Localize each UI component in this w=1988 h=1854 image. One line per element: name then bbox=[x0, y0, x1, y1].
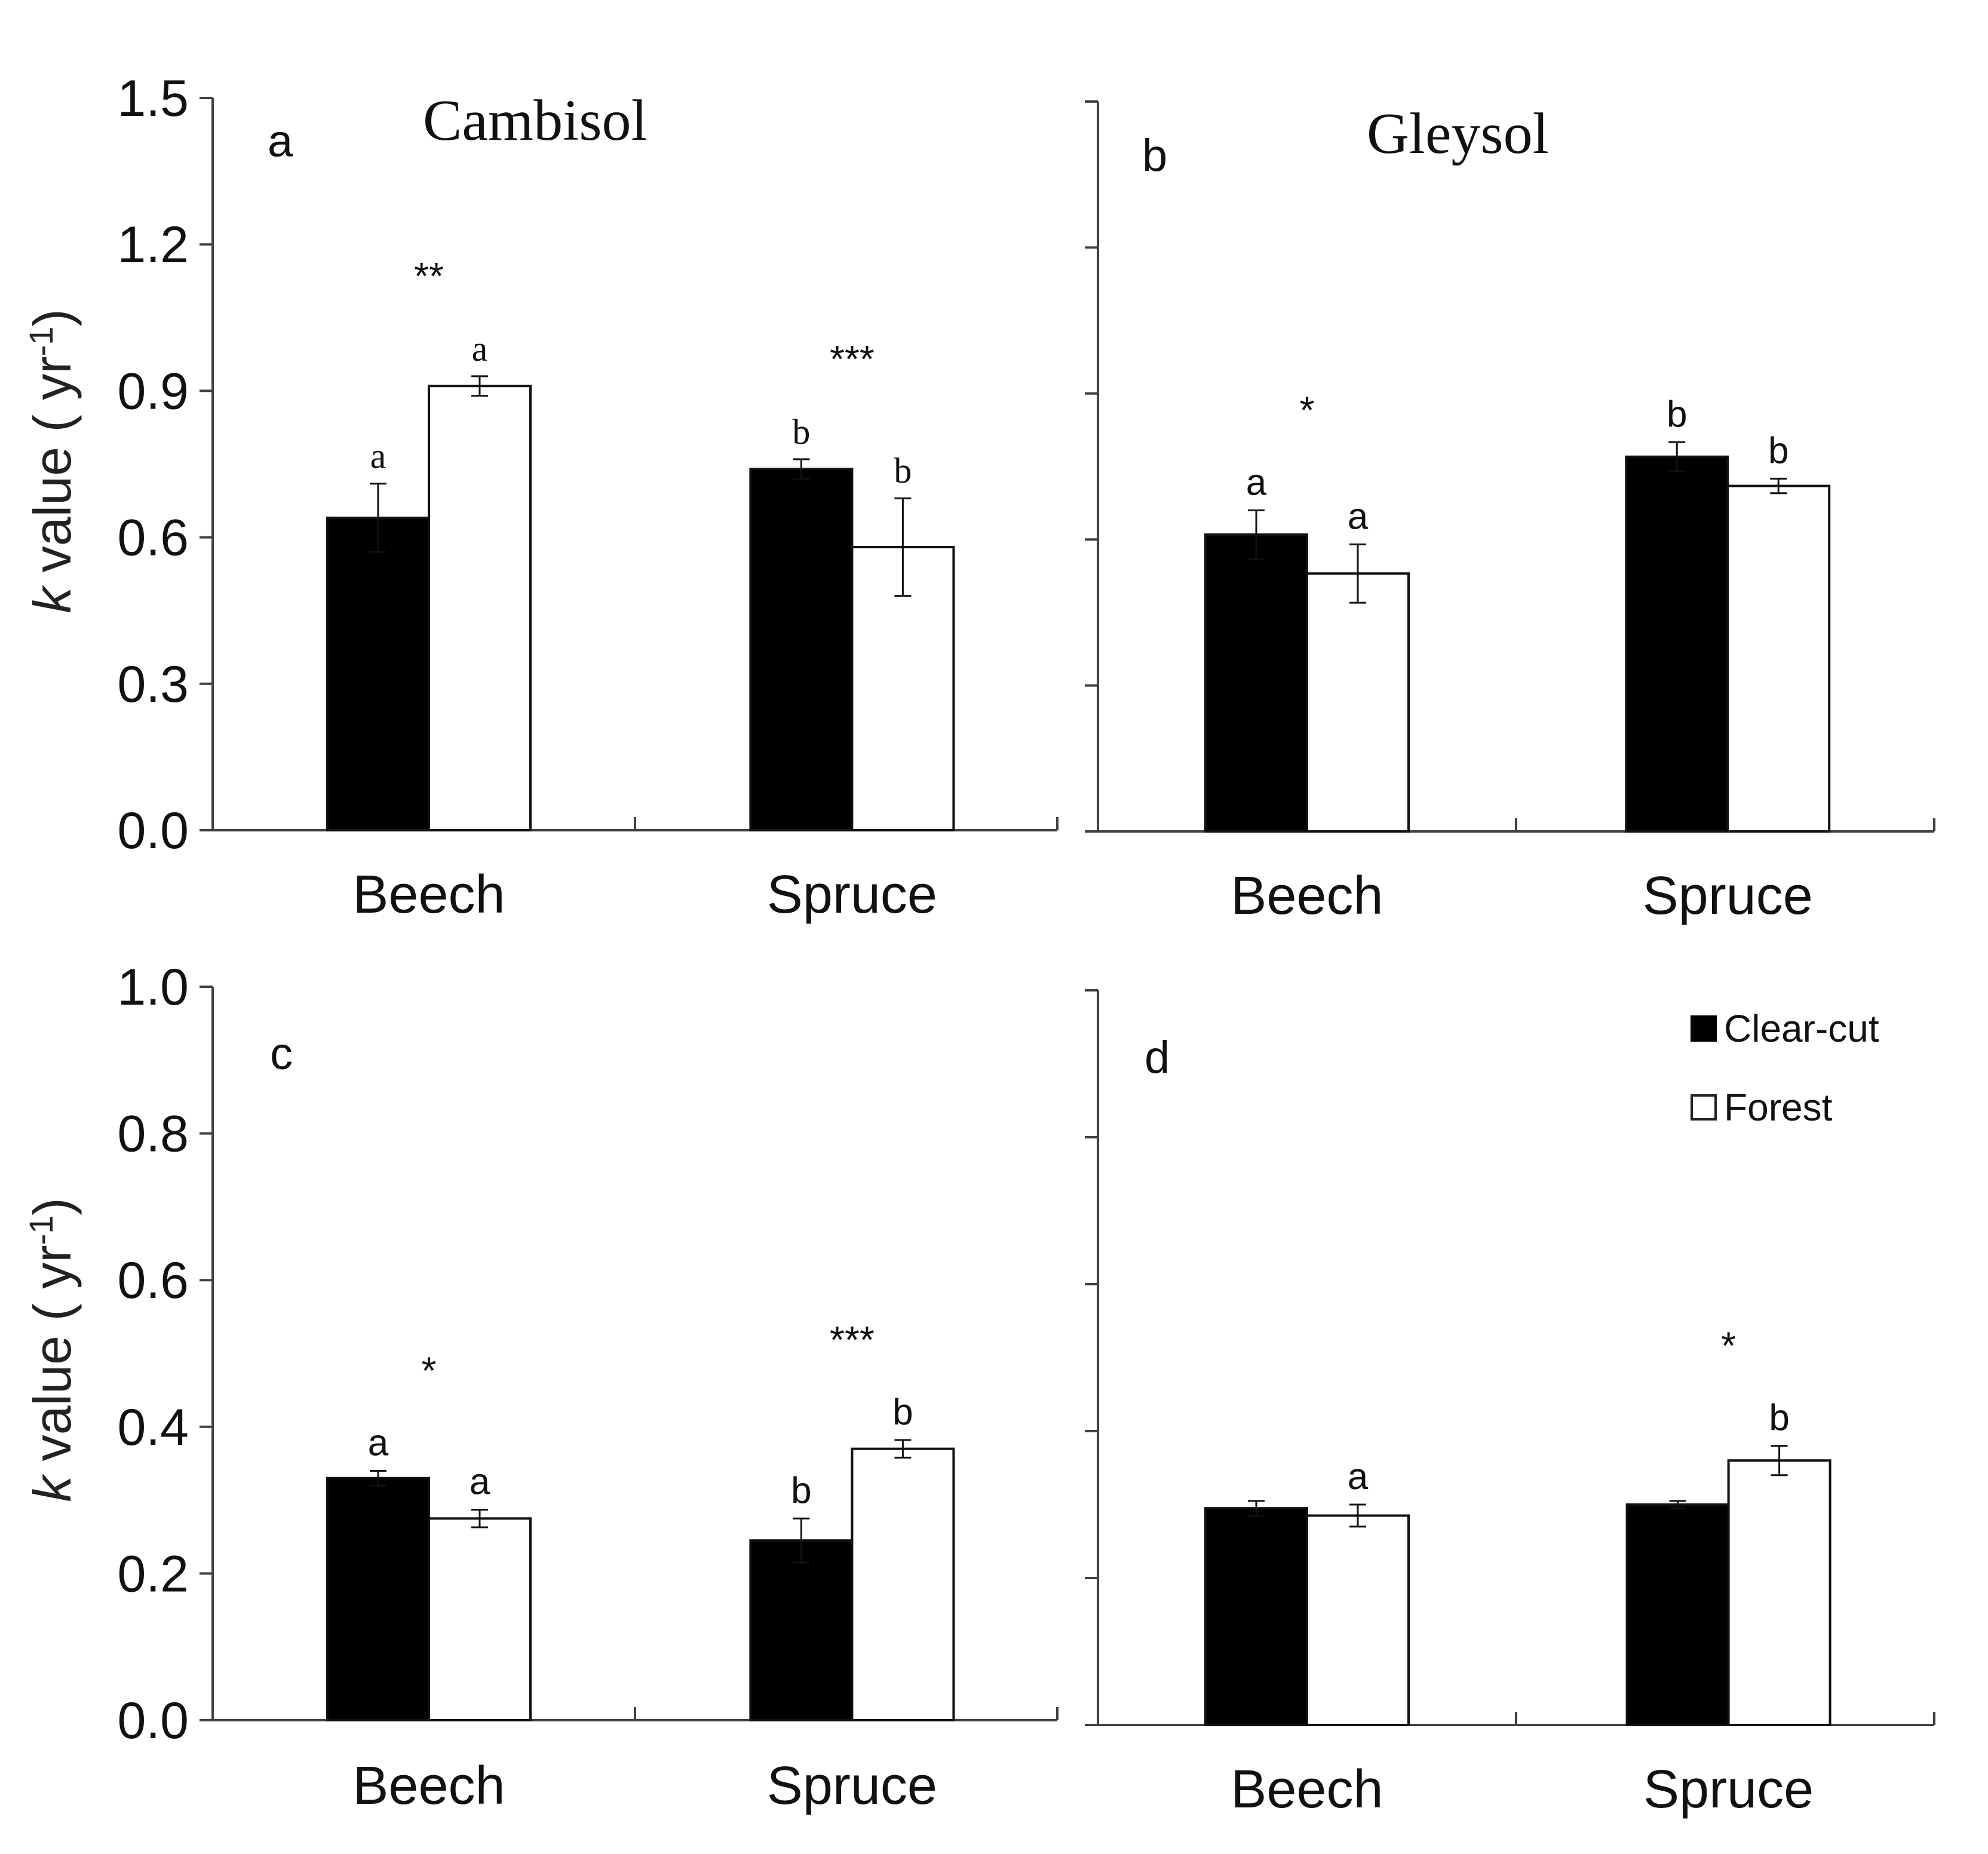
panel-c: k value ( yr-1) c bbox=[22, 1029, 293, 1502]
panel-d-letter: d bbox=[1145, 1032, 1170, 1083]
panel-a-ylabel-sup: -1 bbox=[22, 327, 60, 357]
panel-d-bar-beech-clear-cut bbox=[1204, 1507, 1308, 1726]
panel-d-xtick-label-spruce: Spruce bbox=[1643, 1760, 1814, 1819]
panel-c-ytick-label: 0.8 bbox=[117, 1106, 189, 1163]
panel-a-sig-letter: a bbox=[472, 329, 488, 369]
legend-swatch-clear-cut bbox=[1691, 1015, 1717, 1042]
panel-c-ytick-label: 0.6 bbox=[117, 1252, 189, 1309]
panel-c-bar-spruce-clear-cut bbox=[749, 1539, 854, 1721]
panel-b: b Gleysol bbox=[1142, 102, 1549, 181]
panel-a-bar-beech-clear-cut bbox=[326, 516, 430, 831]
panel-a-ylabel-text: value ( yr bbox=[23, 356, 82, 587]
legend: Clear-cut Forest bbox=[1691, 1007, 1879, 1129]
panel-b-sig-letter: a bbox=[1348, 496, 1369, 537]
panel-a-letter: a bbox=[268, 116, 293, 167]
panel-a-significance-spruce: *** bbox=[830, 337, 875, 380]
panel-c-sig-letter: b bbox=[892, 1392, 913, 1433]
panel-b-xtick-label-spruce: Spruce bbox=[1643, 866, 1813, 926]
panel-c-sig-letter: b bbox=[791, 1470, 811, 1511]
panel-c-sig-letter: a bbox=[368, 1422, 389, 1463]
legend-swatch-forest bbox=[1691, 1094, 1717, 1121]
panel-c-sig-letter: a bbox=[470, 1462, 490, 1503]
panel-b-sig-letter: a bbox=[1246, 462, 1267, 503]
panel-b-bar-beech-clear-cut bbox=[1204, 533, 1308, 833]
panel-b-bar-spruce-clear-cut bbox=[1625, 455, 1729, 833]
panel-a-plot: 0.0 0.3 0.6 0.9 1.2 1.5 Beech Spruce a a ** b b *** bbox=[117, 70, 1059, 925]
panel-b-significance-beech: * bbox=[1300, 388, 1315, 431]
panel-a-ytick-label: 0.0 bbox=[117, 802, 189, 860]
panel-c-bar-spruce-forest bbox=[851, 1447, 955, 1721]
panel-b-bar-spruce-forest bbox=[1726, 484, 1831, 833]
panel-a-ytick-label: 0.3 bbox=[117, 656, 189, 713]
panel-c-ylabel-text: value ( yr bbox=[23, 1245, 82, 1475]
panel-a-sig-letter: b bbox=[792, 412, 810, 452]
panel-c-xtick-label-spruce: Spruce bbox=[767, 1756, 937, 1816]
panel-d-xtick-label-beech: Beech bbox=[1231, 1760, 1383, 1819]
panel-c-bar-beech-forest bbox=[427, 1517, 532, 1722]
panel-c-ytick-label: 0.4 bbox=[117, 1399, 189, 1456]
panel-b-title: Gleysol bbox=[1367, 102, 1549, 166]
panel-c-ylabel-italic: k bbox=[23, 1474, 82, 1502]
panel-a-bar-beech-forest bbox=[427, 385, 532, 831]
panel-a-ytick-label: 1.5 bbox=[117, 70, 189, 127]
panel-d: d bbox=[1145, 1032, 1170, 1083]
panel-d-plot: Beech Spruce a b * bbox=[1085, 989, 1935, 1819]
panel-b-sig-letter: b bbox=[1667, 394, 1687, 435]
panel-d-sig-letter: b bbox=[1769, 1398, 1789, 1439]
legend-label-clear-cut: Clear-cut bbox=[1724, 1007, 1879, 1050]
panel-c-plot: 0.0 0.2 0.4 0.6 0.8 1.0 Beech Spruce a a * b b *** bbox=[117, 959, 1059, 1816]
panel-a-ylabel: k value ( yr-1) bbox=[22, 309, 82, 613]
panel-a-sig-letter: b bbox=[894, 451, 912, 490]
panel-c-xtick-label-beech: Beech bbox=[352, 1756, 505, 1816]
panel-a-ylabel-close: ) bbox=[23, 309, 82, 326]
panel-c-significance-spruce: *** bbox=[830, 1318, 875, 1361]
panel-c-letter: c bbox=[270, 1029, 293, 1079]
panel-a-ytick-label: 1.2 bbox=[117, 216, 189, 274]
panel-a-xtick-label-spruce: Spruce bbox=[767, 865, 937, 925]
panel-c-ytick-label: 0.2 bbox=[117, 1545, 189, 1603]
panel-a: k value ( yr-1) a Cambisol bbox=[22, 88, 648, 613]
panel-c-significance-beech: * bbox=[422, 1349, 437, 1392]
panel-b-letter: b bbox=[1142, 130, 1167, 181]
panel-a-ytick-label: 0.9 bbox=[117, 363, 189, 420]
panel-c-ylabel: k value ( yr-1) bbox=[22, 1198, 82, 1502]
panel-d-bar-beech-forest bbox=[1306, 1514, 1410, 1726]
panel-d-bar-spruce-forest bbox=[1727, 1459, 1831, 1726]
panel-d-sig-letter: a bbox=[1348, 1456, 1369, 1497]
panel-c-ytick-label: 1.0 bbox=[117, 959, 189, 1016]
panel-b-sig-letter: b bbox=[1768, 430, 1788, 471]
panel-a-title: Cambisol bbox=[423, 88, 648, 153]
legend-label-forest: Forest bbox=[1724, 1086, 1833, 1129]
panel-c-ylabel-close: ) bbox=[23, 1198, 82, 1215]
panel-a-ytick-label: 0.6 bbox=[117, 509, 189, 567]
panel-c-ylabel-sup: -1 bbox=[22, 1215, 60, 1245]
panel-a-bar-spruce-clear-cut bbox=[749, 468, 854, 831]
panel-c-ytick-label: 0.0 bbox=[117, 1692, 189, 1749]
panel-b-bar-beech-forest bbox=[1306, 572, 1410, 833]
panel-a-sig-letter: a bbox=[370, 437, 386, 476]
panel-a-ylabel-italic: k bbox=[23, 585, 82, 613]
panel-c-bar-beech-clear-cut bbox=[326, 1477, 430, 1721]
panel-b-xtick-label-beech: Beech bbox=[1231, 866, 1383, 926]
panel-a-bar-spruce-forest bbox=[851, 545, 955, 831]
panel-d-significance-spruce: * bbox=[1721, 1324, 1736, 1367]
panel-a-significance-beech: ** bbox=[414, 254, 444, 297]
panel-d-bar-spruce-clear-cut bbox=[1625, 1503, 1730, 1726]
panel-a-xtick-label-beech: Beech bbox=[352, 865, 505, 925]
panel-b-plot: Beech Spruce a a * b b bbox=[1085, 100, 1935, 926]
